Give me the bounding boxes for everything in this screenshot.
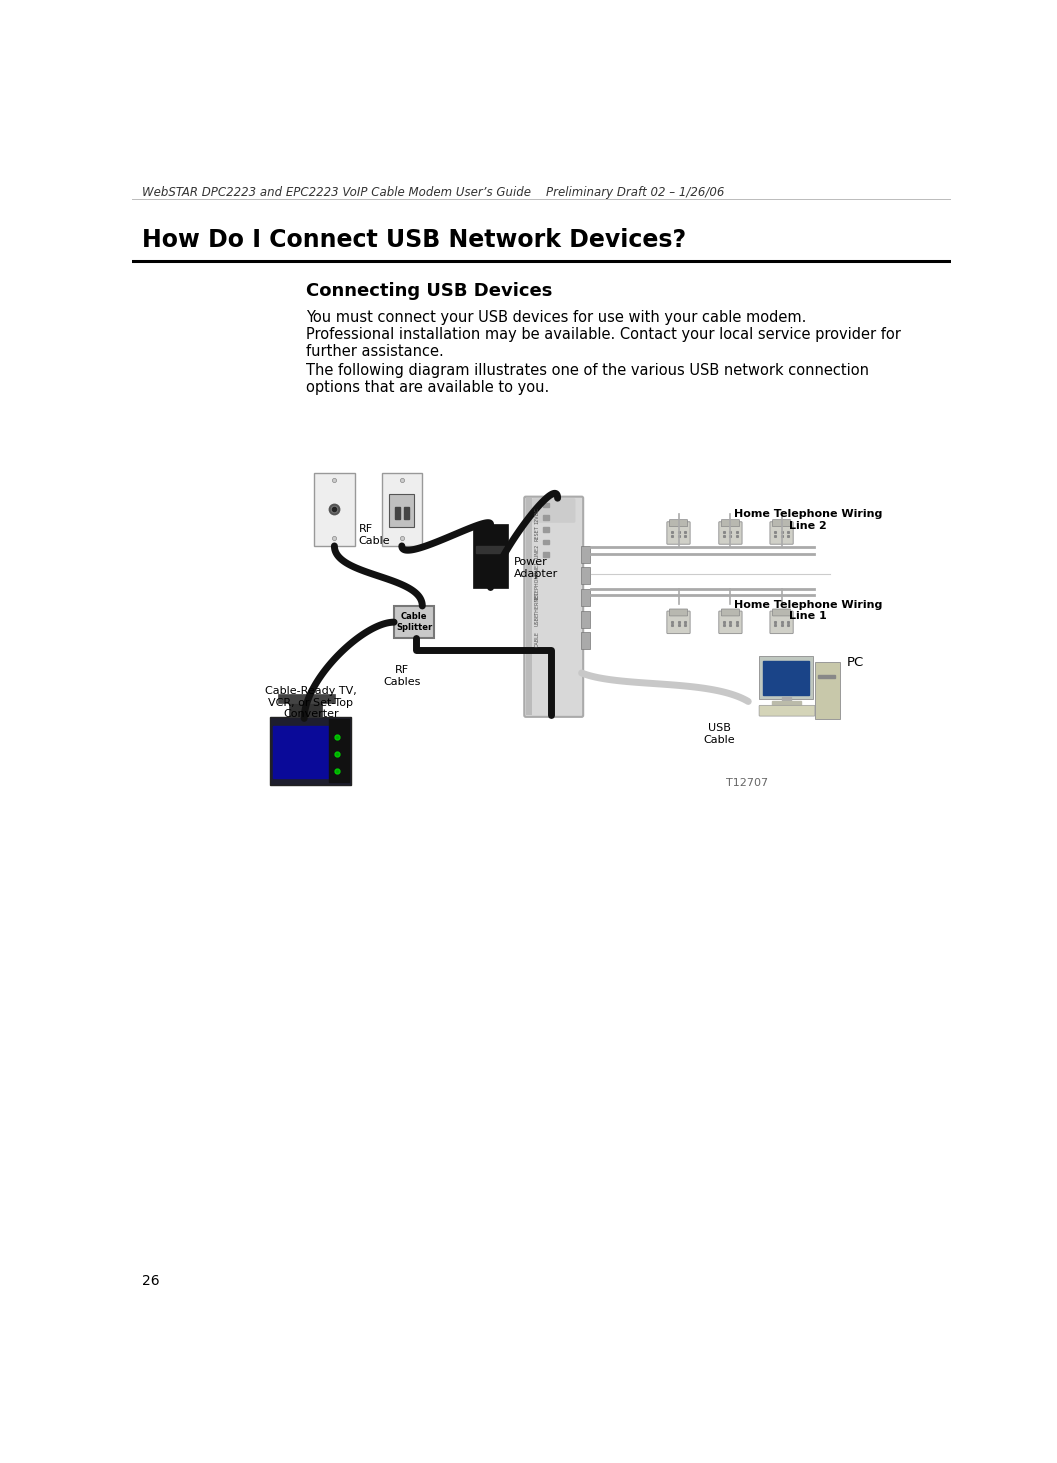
Text: further assistance.: further assistance. bbox=[307, 344, 444, 360]
Bar bbox=[314, 473, 354, 546]
Text: The following diagram illustrates one of the various USB network connection: The following diagram illustrates one of… bbox=[307, 363, 870, 377]
FancyBboxPatch shape bbox=[669, 609, 687, 616]
FancyBboxPatch shape bbox=[669, 519, 687, 527]
FancyBboxPatch shape bbox=[759, 705, 815, 715]
Bar bbox=[290, 699, 322, 717]
Text: WebSTAR DPC2223 and EPC2223 VoIP Cable Modem User’s Guide    Preliminary Draft 0: WebSTAR DPC2223 and EPC2223 VoIP Cable M… bbox=[143, 186, 725, 199]
Text: Home Telephone Wiring
Line 2: Home Telephone Wiring Line 2 bbox=[734, 509, 883, 531]
Bar bbox=[278, 693, 335, 704]
Text: Cable-Ready TV,
VCR, or Set-Top
Converter: Cable-Ready TV, VCR, or Set-Top Converte… bbox=[265, 686, 356, 720]
FancyBboxPatch shape bbox=[667, 612, 690, 633]
Bar bbox=[581, 546, 590, 563]
Text: USB: USB bbox=[535, 616, 540, 626]
Bar bbox=[581, 632, 590, 650]
Bar bbox=[772, 701, 801, 707]
FancyBboxPatch shape bbox=[721, 609, 740, 616]
Text: LINE1: LINE1 bbox=[535, 562, 540, 575]
Text: T12707: T12707 bbox=[725, 778, 767, 787]
FancyBboxPatch shape bbox=[815, 663, 839, 720]
Text: TELEPHONE: TELEPHONE bbox=[535, 572, 540, 601]
FancyBboxPatch shape bbox=[721, 519, 740, 527]
Text: Connecting USB Devices: Connecting USB Devices bbox=[307, 282, 553, 300]
Text: 12VDC: 12VDC bbox=[535, 506, 540, 524]
FancyBboxPatch shape bbox=[719, 612, 742, 633]
Bar bbox=[474, 524, 508, 588]
Text: ETHERNET: ETHERNET bbox=[535, 591, 540, 617]
Bar bbox=[763, 661, 810, 695]
Text: CABLE: CABLE bbox=[535, 631, 540, 647]
Bar bbox=[273, 726, 329, 778]
Bar bbox=[477, 547, 505, 553]
Text: RF
Cable: RF Cable bbox=[358, 524, 390, 546]
Text: RESET: RESET bbox=[535, 525, 540, 541]
Bar bbox=[543, 540, 549, 544]
FancyBboxPatch shape bbox=[394, 606, 434, 638]
Bar bbox=[395, 508, 400, 519]
FancyBboxPatch shape bbox=[759, 655, 813, 699]
Bar bbox=[389, 494, 414, 527]
Bar bbox=[330, 720, 349, 781]
Text: Home Telephone Wiring
Line 1: Home Telephone Wiring Line 1 bbox=[734, 600, 883, 622]
Text: Power
Adapter: Power Adapter bbox=[514, 557, 558, 579]
FancyBboxPatch shape bbox=[773, 609, 791, 616]
Text: LINE2: LINE2 bbox=[535, 543, 540, 557]
Bar bbox=[543, 528, 549, 533]
Bar bbox=[271, 717, 351, 784]
Text: How Do I Connect USB Network Devices?: How Do I Connect USB Network Devices? bbox=[143, 228, 686, 252]
Bar bbox=[543, 552, 549, 557]
Bar bbox=[404, 508, 409, 519]
Bar bbox=[543, 503, 549, 508]
Bar bbox=[818, 676, 835, 679]
Bar bbox=[581, 568, 590, 584]
Bar bbox=[382, 473, 422, 546]
Text: options that are available to you.: options that are available to you. bbox=[307, 379, 550, 395]
Bar bbox=[581, 610, 590, 628]
FancyBboxPatch shape bbox=[532, 499, 575, 522]
FancyBboxPatch shape bbox=[524, 496, 583, 717]
Bar bbox=[781, 696, 791, 701]
Bar bbox=[543, 515, 549, 519]
Text: USB
Cable: USB Cable bbox=[704, 723, 736, 745]
FancyBboxPatch shape bbox=[769, 612, 793, 633]
Text: Professional installation may be available. Contact your local service provider : Professional installation may be availab… bbox=[307, 328, 902, 342]
Bar bbox=[581, 590, 590, 606]
FancyBboxPatch shape bbox=[719, 522, 742, 544]
FancyBboxPatch shape bbox=[769, 522, 793, 544]
Text: PC: PC bbox=[847, 657, 864, 670]
Bar bbox=[525, 499, 532, 715]
FancyBboxPatch shape bbox=[773, 519, 791, 527]
Text: RF
Cables: RF Cables bbox=[383, 666, 421, 688]
Text: Cable
Splitter: Cable Splitter bbox=[396, 613, 432, 632]
FancyBboxPatch shape bbox=[667, 522, 690, 544]
Text: You must connect your USB devices for use with your cable modem.: You must connect your USB devices for us… bbox=[307, 310, 806, 325]
Text: 26: 26 bbox=[143, 1274, 160, 1289]
